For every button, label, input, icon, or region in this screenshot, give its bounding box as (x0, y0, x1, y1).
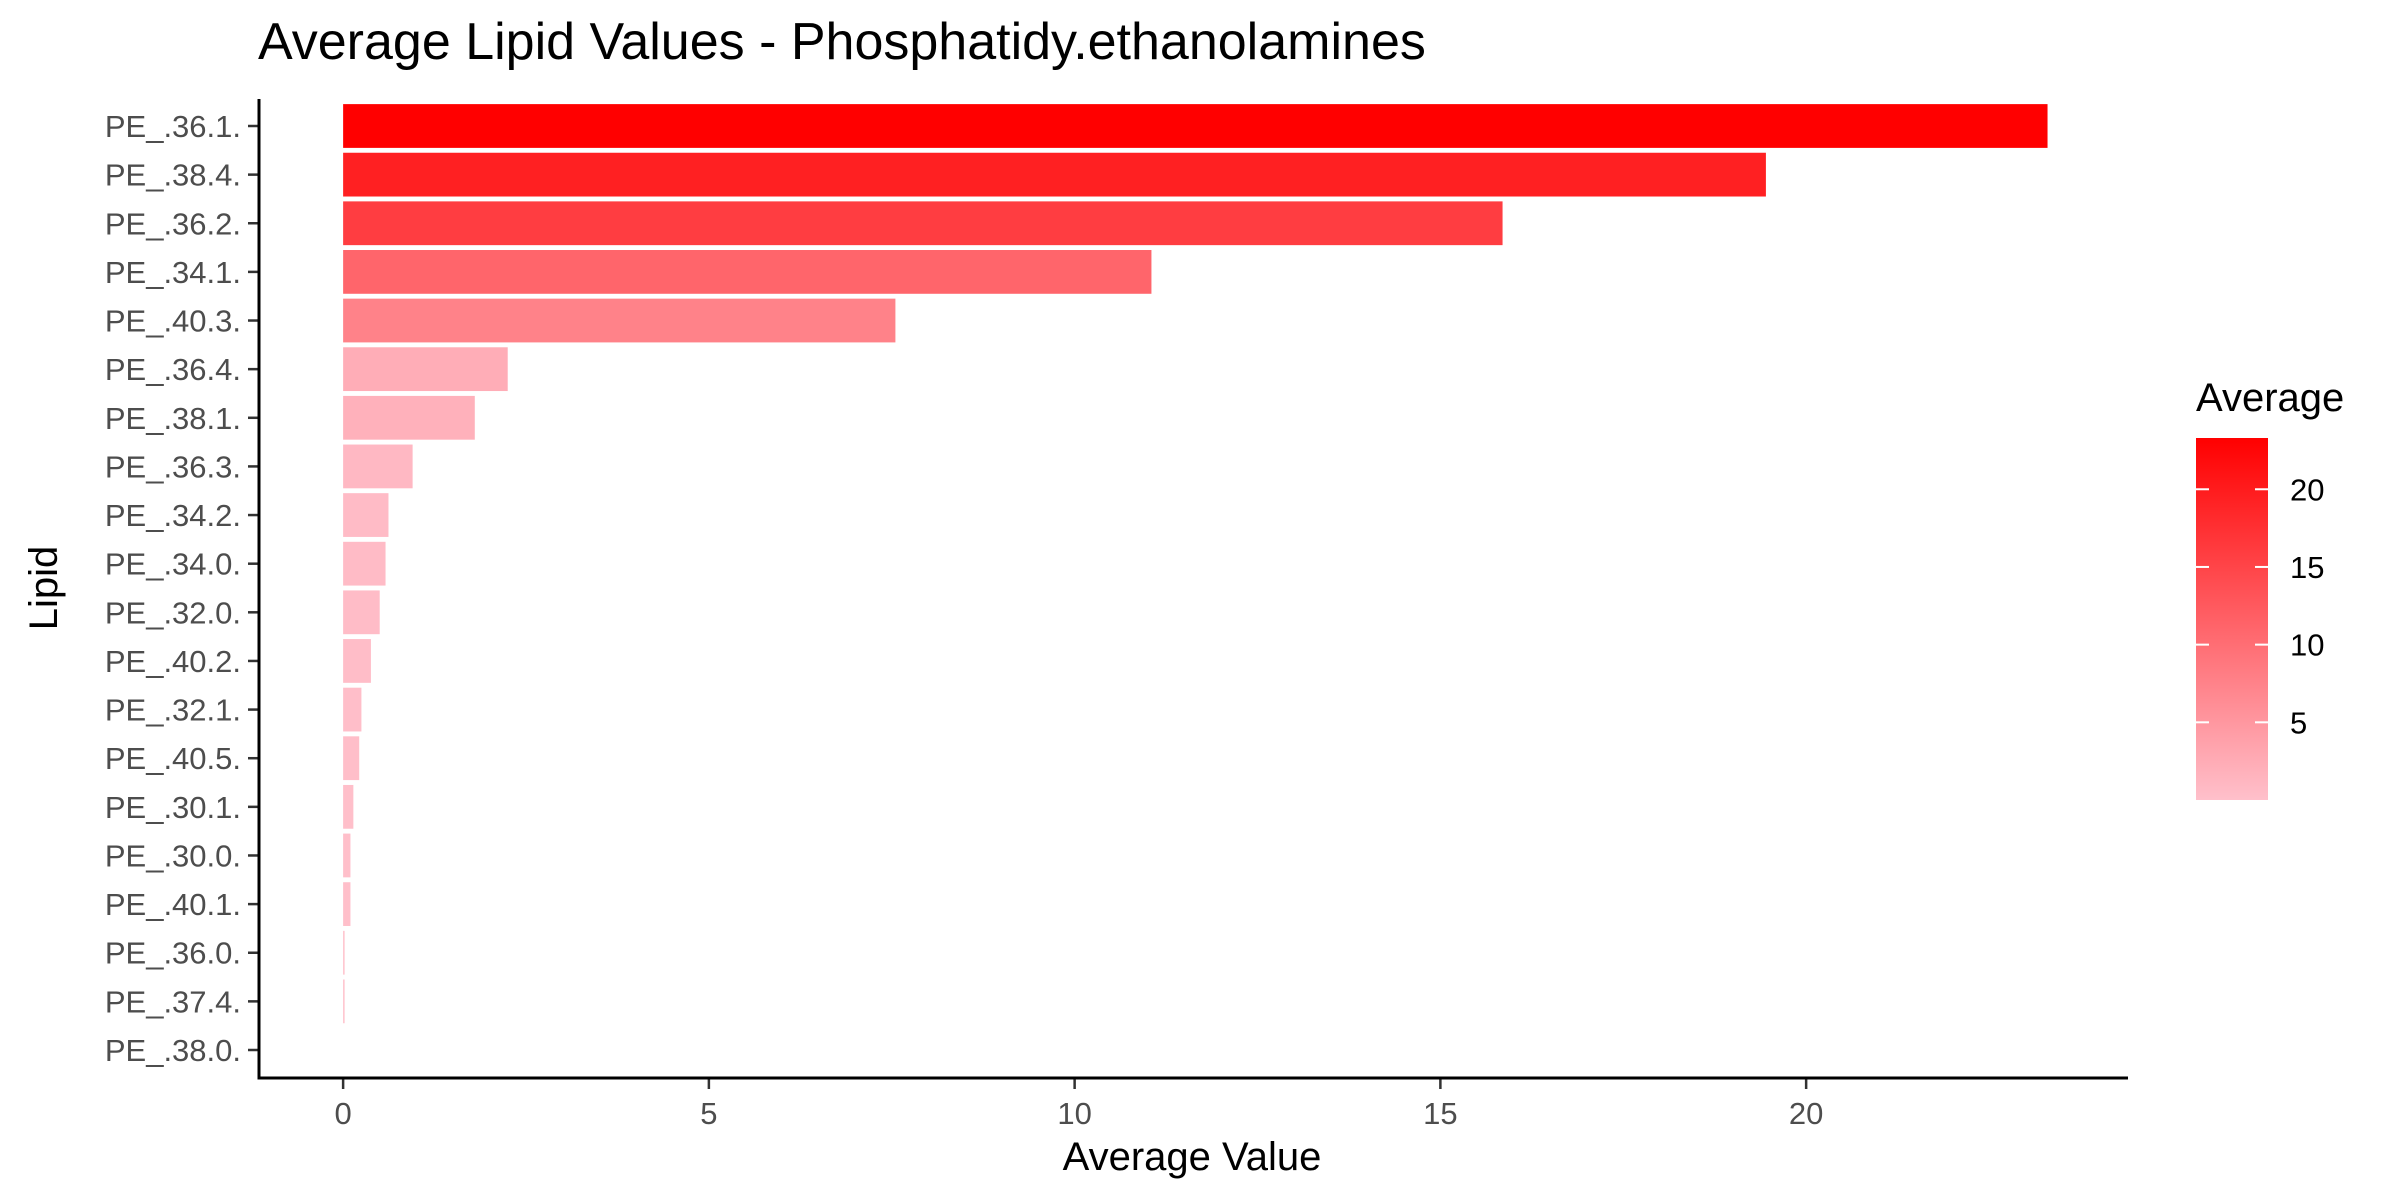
y-tick-label: PE_.38.0. (105, 1033, 241, 1068)
y-tick-label: PE_.36.4. (105, 352, 241, 387)
y-tick-label: PE_.32.0. (105, 595, 241, 630)
y-tick-label: PE_.34.1. (105, 255, 241, 290)
bar-PE_.38.1. (343, 395, 475, 440)
bar-PE_.34.1. (343, 250, 1152, 294)
bar-PE_.40.1. (343, 882, 351, 926)
y-tick-label: PE_.40.1. (105, 887, 241, 922)
y-tick-label: PE_.38.1. (105, 401, 241, 436)
x-axis-ticks: 0 5 10 15 20 (334, 1078, 1823, 1131)
bar-PE_.40.3. (343, 298, 896, 343)
y-tick-label: PE_.40.2. (105, 644, 241, 679)
y-tick-label: PE_.40.3. (105, 304, 241, 339)
legend-ticks: 5 10 15 20 (2196, 472, 2324, 740)
y-tick-label: PE_.36.2. (105, 206, 241, 241)
bar-PE_.40.5. (343, 736, 360, 781)
legend-tick-label: 5 (2290, 705, 2307, 740)
x-tick-label: 0 (334, 1096, 351, 1131)
bar-PE_.30.1. (343, 784, 354, 829)
y-tick-label: PE_.38.4. (105, 158, 241, 193)
bar-PE_.32.0. (343, 590, 380, 635)
bar-PE_.30.0. (343, 833, 351, 878)
bar-PE_.37.4. (343, 979, 345, 1024)
y-axis-title: Lipid (22, 546, 66, 631)
y-tick-label: PE_.37.4. (105, 984, 241, 1019)
bar-PE_.36.3. (343, 444, 413, 489)
y-tick-label: PE_.34.0. (105, 547, 241, 582)
bar-PE_.36.1. (343, 104, 2048, 148)
y-tick-label: PE_.40.5. (105, 741, 241, 776)
bar-PE_.36.0. (343, 930, 345, 975)
bar-PE_.38.4. (343, 152, 1766, 197)
y-tick-label: PE_.36.0. (105, 936, 241, 971)
y-axis-ticks: PE_.36.1. PE_.38.4. PE_.36.2. PE_.34.1. PE_.… (105, 109, 259, 1068)
y-tick-label: PE_.30.0. (105, 838, 241, 873)
legend-colorbar (2196, 438, 2268, 800)
x-tick-label: 20 (1789, 1096, 1823, 1131)
x-tick-label: 15 (1423, 1096, 1457, 1131)
x-tick-label: 5 (700, 1096, 717, 1131)
legend-tick-label: 10 (2290, 628, 2324, 663)
chart-title: Average Lipid Values - Phosphatidy.ethan… (258, 13, 1426, 71)
y-tick-label: PE_.36.1. (105, 109, 241, 144)
bars-layer (343, 104, 2048, 1024)
legend-title: Average (2196, 376, 2344, 420)
bar-PE_.34.0. (343, 541, 386, 586)
bar-PE_.36.4. (343, 347, 508, 392)
x-axis-title: Average Value (1063, 1135, 1322, 1179)
legend-tick-label: 20 (2290, 472, 2324, 507)
x-tick-label: 10 (1057, 1096, 1091, 1131)
y-tick-label: PE_.30.1. (105, 790, 241, 825)
bar-PE_.36.2. (343, 201, 1503, 246)
bar-PE_.32.1. (343, 687, 362, 732)
bar-PE_.40.2. (343, 639, 371, 683)
y-tick-label: PE_.32.1. (105, 693, 241, 728)
bar-PE_.34.2. (343, 493, 389, 537)
y-tick-label: PE_.36.3. (105, 449, 241, 484)
legend: Average 5 10 15 20 (2196, 376, 2344, 800)
legend-tick-label: 15 (2290, 550, 2324, 585)
y-tick-label: PE_.34.2. (105, 498, 241, 533)
